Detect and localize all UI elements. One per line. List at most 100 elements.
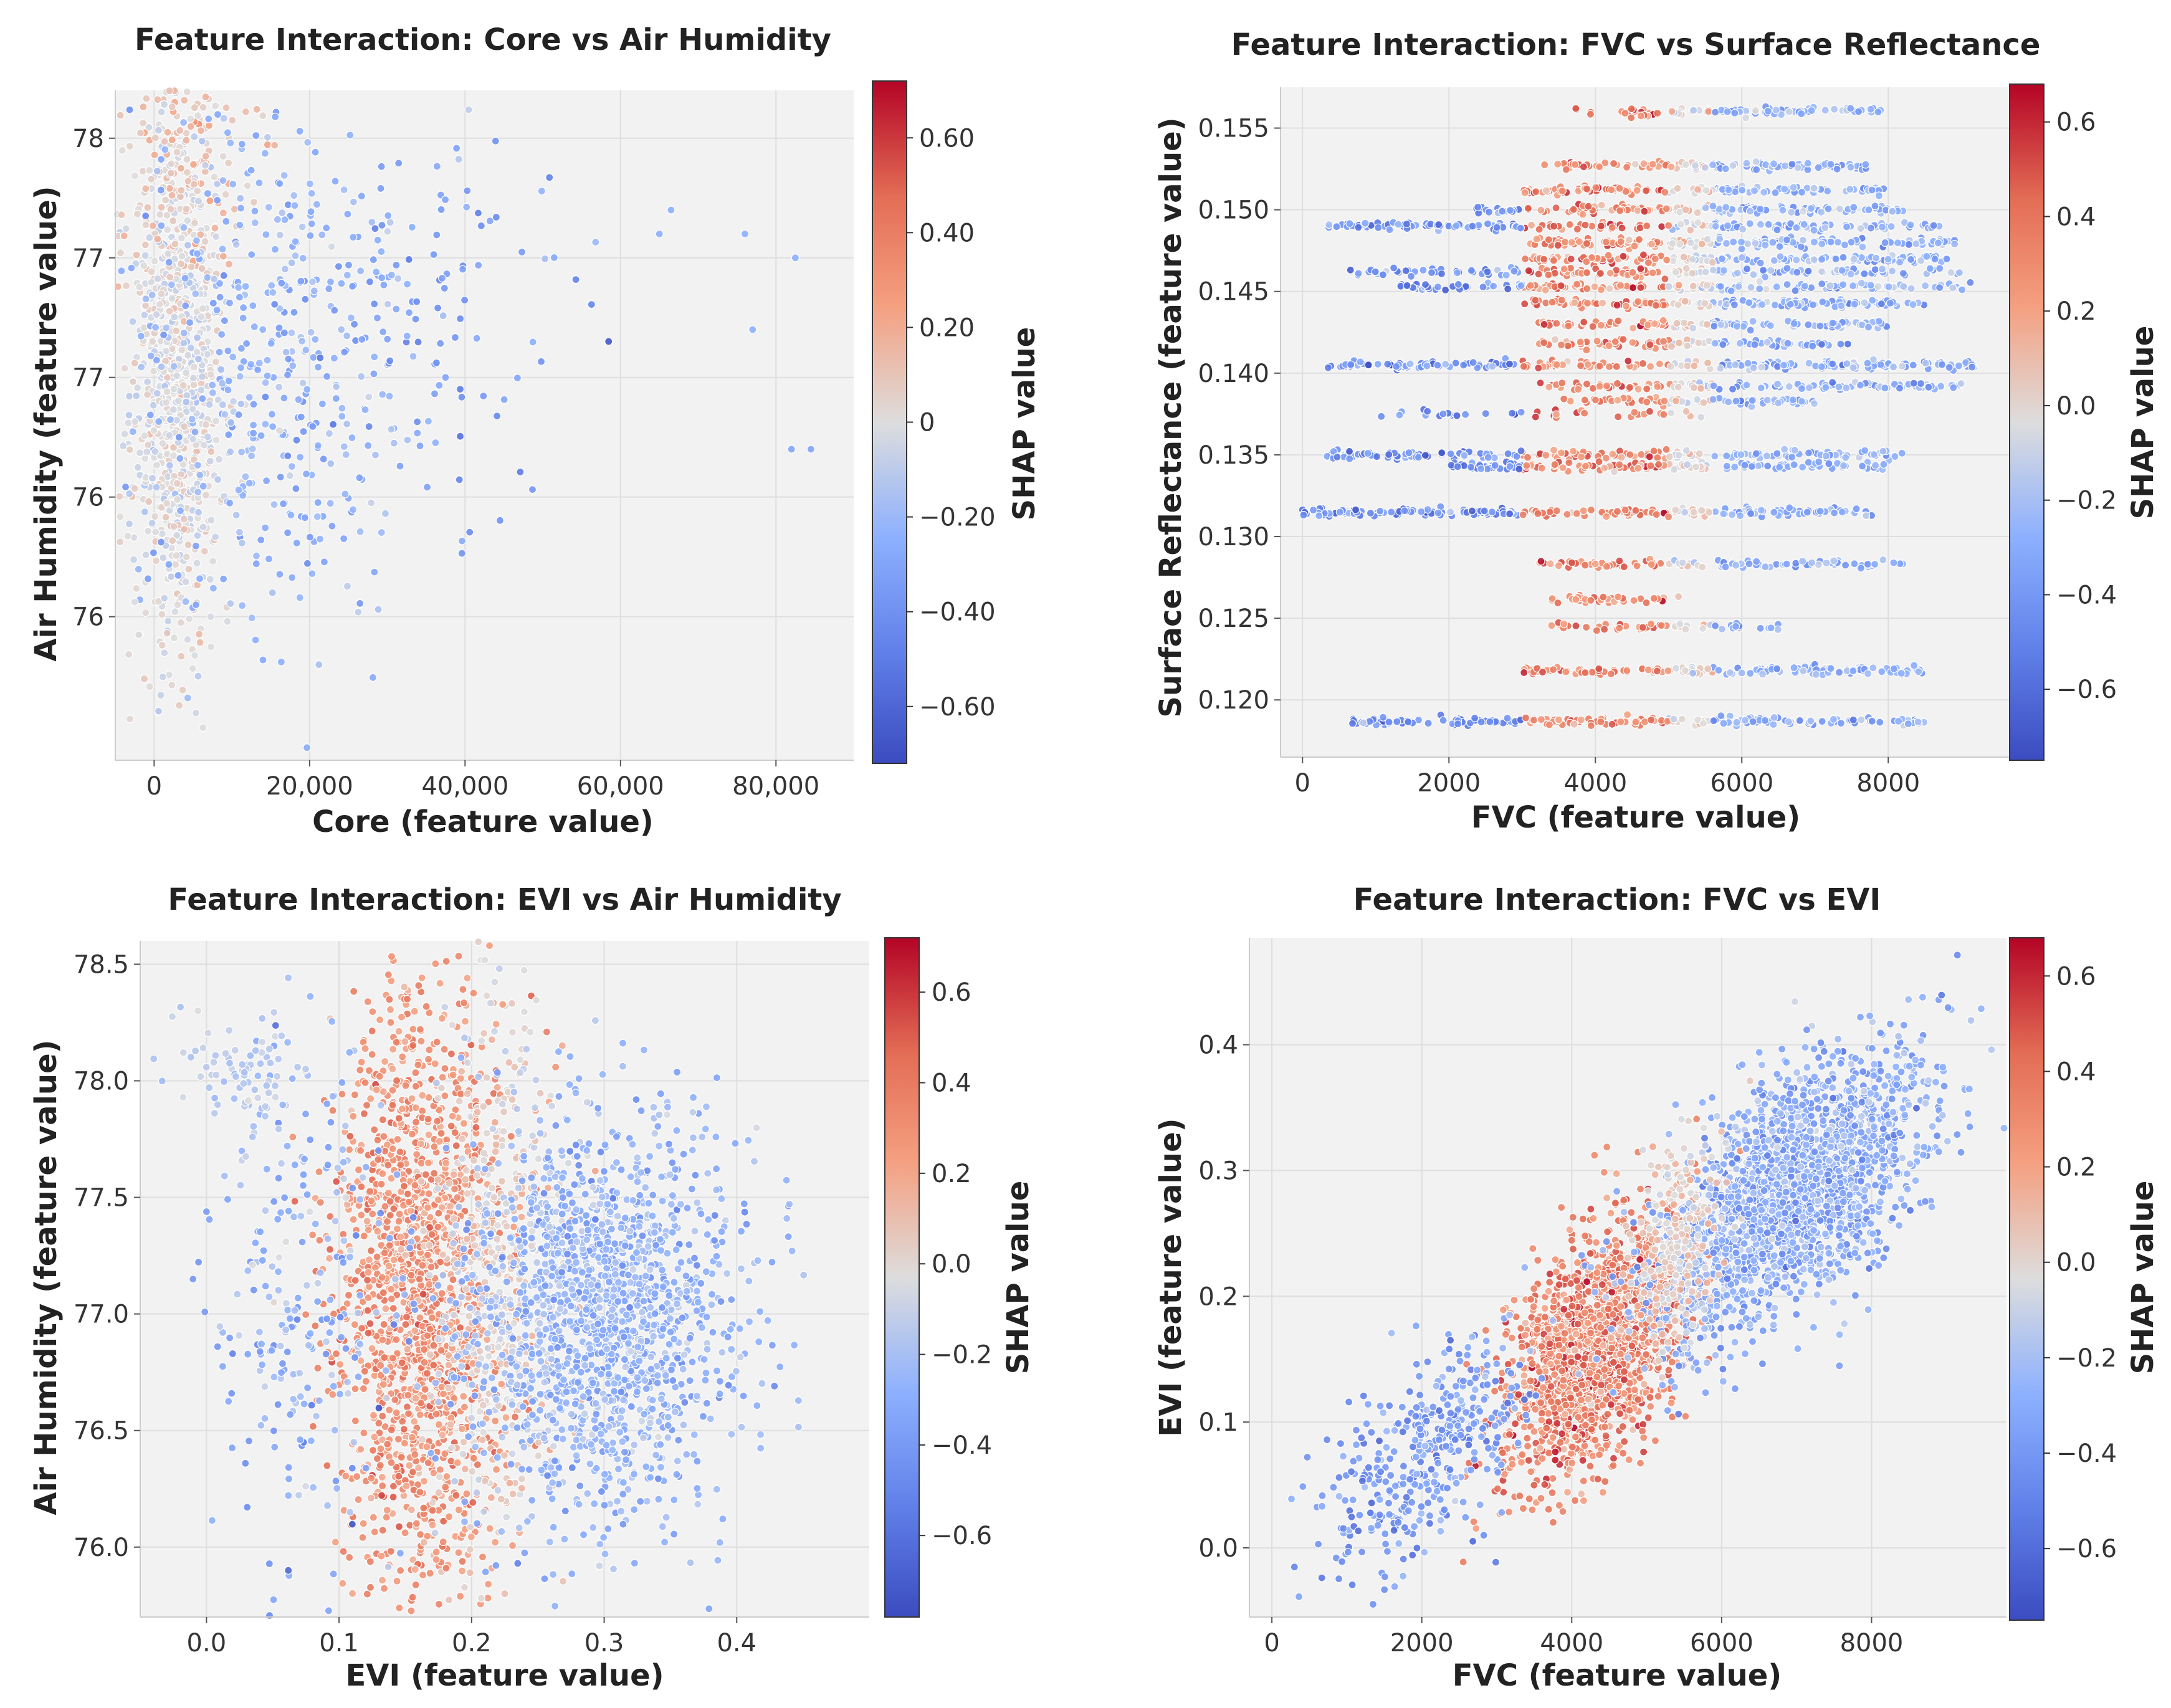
data-point — [139, 102, 148, 112]
data-point — [313, 363, 323, 371]
data-point — [1767, 266, 1775, 275]
data-point — [270, 245, 280, 254]
data-point — [403, 436, 412, 444]
data-point — [1829, 715, 1838, 724]
data-point — [1400, 507, 1409, 515]
data-point — [140, 431, 149, 440]
data-point — [1560, 394, 1568, 403]
data-point — [1858, 462, 1867, 470]
data-point — [343, 582, 352, 591]
data-point — [1546, 560, 1555, 568]
data-point — [1774, 399, 1783, 408]
data-point — [294, 395, 303, 404]
data-point — [1558, 463, 1567, 472]
data-point — [262, 230, 270, 239]
data-point — [1553, 241, 1562, 250]
data-point — [235, 293, 244, 302]
data-point — [1354, 269, 1363, 278]
data-point — [1524, 266, 1533, 275]
data-point — [346, 313, 356, 322]
data-point — [194, 197, 203, 206]
data-point — [1537, 206, 1545, 214]
data-point — [1376, 507, 1385, 515]
data-point — [1732, 718, 1741, 727]
data-point — [1526, 281, 1535, 290]
data-point — [1782, 236, 1792, 244]
data-point — [1628, 338, 1637, 347]
data-point — [229, 397, 238, 406]
data-point — [1799, 666, 1808, 675]
data-point — [1619, 252, 1628, 260]
data-point — [1623, 666, 1631, 675]
data-point — [232, 240, 241, 249]
data-point — [1586, 721, 1595, 730]
data-point — [152, 310, 161, 319]
data-point — [1730, 462, 1739, 472]
data-point — [1710, 322, 1719, 330]
data-point — [1779, 361, 1788, 370]
data-point — [1849, 667, 1858, 675]
data-point — [263, 133, 272, 141]
data-point — [1828, 360, 1837, 368]
data-point — [1899, 269, 1907, 278]
data-point — [341, 450, 350, 459]
data-point — [343, 210, 352, 219]
data-point — [404, 255, 413, 264]
data-point — [1949, 284, 1957, 292]
data-point — [392, 260, 401, 269]
data-point — [1377, 412, 1386, 421]
colorbar-label: SHAP value — [1007, 327, 1042, 521]
data-point — [517, 247, 527, 257]
data-point — [186, 115, 195, 123]
data-point — [179, 515, 188, 523]
data-point — [161, 196, 170, 204]
data-point — [1439, 716, 1448, 725]
data-point — [1595, 361, 1604, 371]
data-point — [150, 257, 159, 265]
y-tick-label: 78 — [72, 125, 104, 153]
data-point — [1345, 447, 1354, 456]
data-point — [1487, 507, 1497, 517]
data-point — [1737, 237, 1746, 246]
data-point — [1602, 381, 1611, 390]
data-point — [1807, 558, 1816, 567]
data-point — [1663, 255, 1671, 264]
data-point — [303, 138, 312, 146]
data-point — [1552, 410, 1561, 419]
data-point — [250, 207, 259, 216]
data-point — [255, 178, 264, 188]
data-point — [411, 315, 420, 323]
data-point — [237, 447, 246, 456]
data-point — [1968, 363, 1977, 371]
data-point — [1467, 463, 1476, 472]
data-point — [1955, 268, 1964, 277]
data-point — [145, 682, 154, 691]
data-point — [1417, 507, 1426, 516]
data-point — [1863, 560, 1872, 569]
data-point — [1842, 383, 1851, 393]
data-point — [354, 608, 363, 616]
data-point — [219, 152, 227, 161]
data-point — [383, 227, 392, 236]
data-point — [128, 317, 137, 326]
data-point — [1725, 668, 1734, 677]
data-point — [1586, 505, 1595, 514]
data-point — [1572, 104, 1580, 113]
data-point — [456, 314, 465, 323]
data-point — [160, 100, 169, 109]
data-point — [1751, 106, 1760, 115]
data-point — [181, 302, 190, 310]
data-point — [1481, 409, 1490, 418]
data-point — [1772, 106, 1780, 115]
data-point — [1634, 464, 1643, 473]
data-point — [178, 685, 187, 694]
data-point — [220, 316, 229, 325]
data-point — [151, 528, 160, 537]
data-point — [300, 513, 309, 522]
data-point — [1573, 225, 1582, 234]
data-point — [150, 426, 158, 435]
data-point — [148, 221, 157, 230]
data-point — [1423, 361, 1431, 370]
data-point — [292, 484, 300, 493]
data-point — [1824, 204, 1833, 213]
